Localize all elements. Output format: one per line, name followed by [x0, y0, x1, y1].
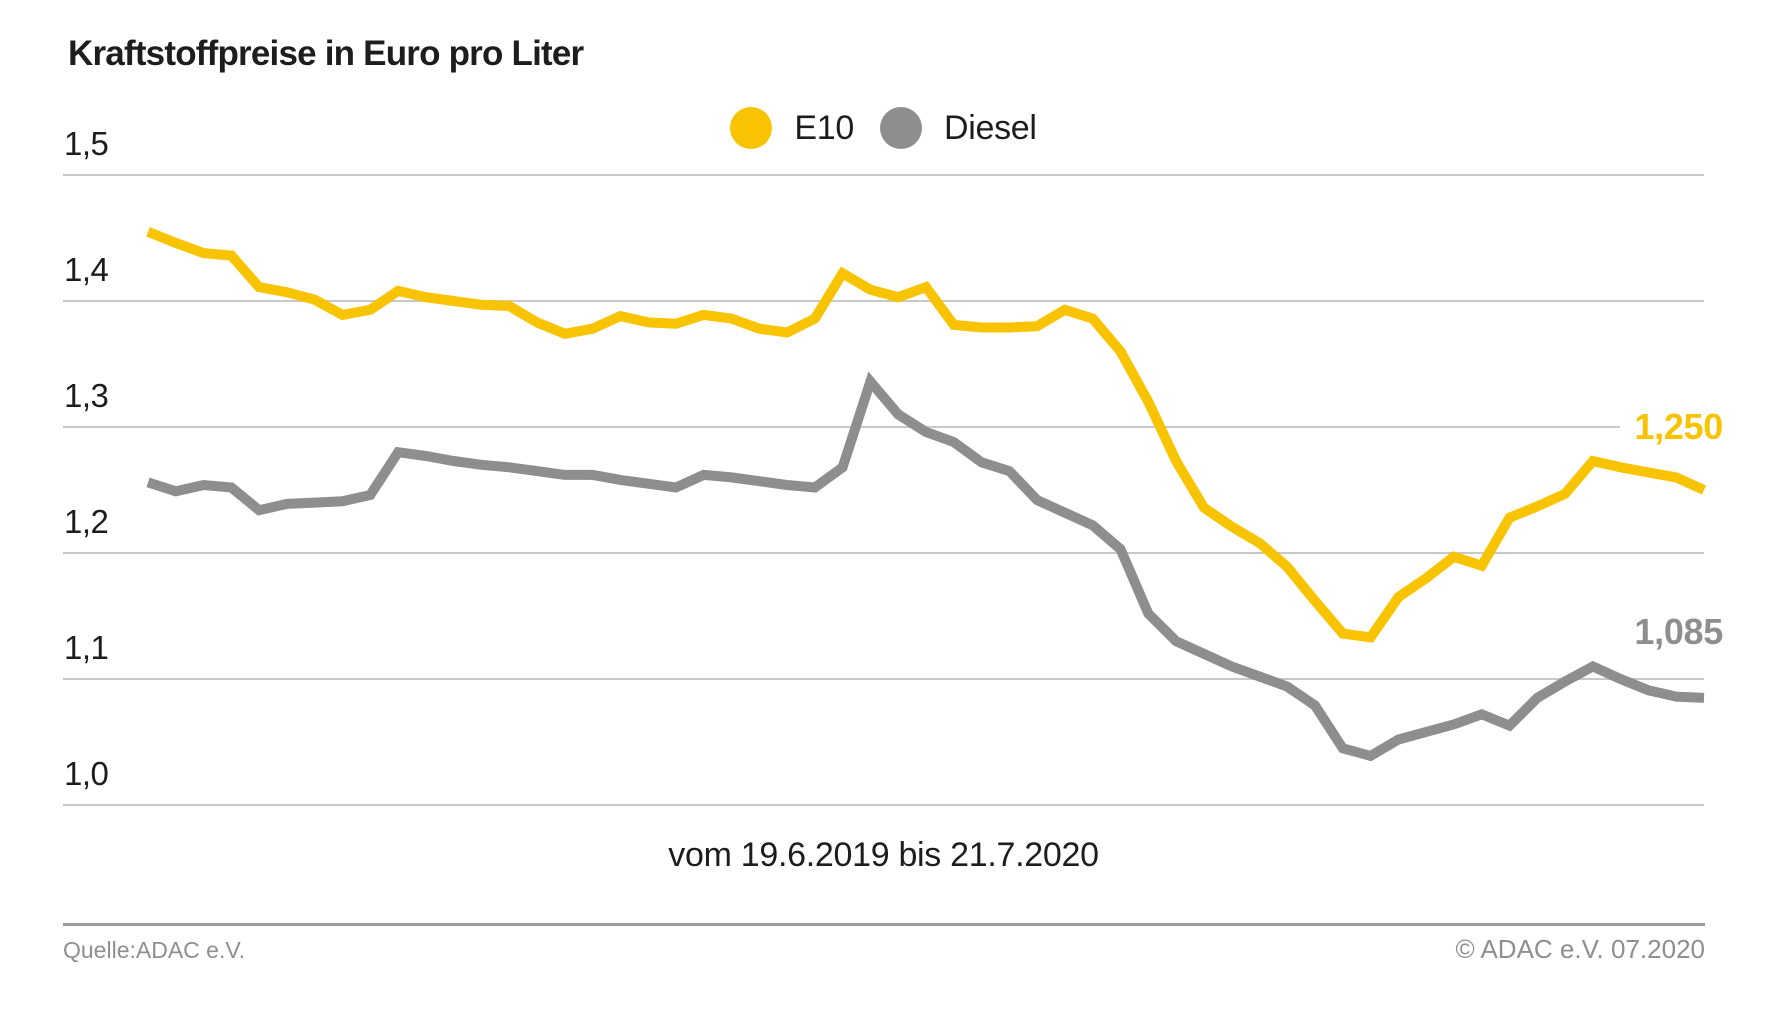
- legend-item-e10: E10: [730, 107, 854, 149]
- page-title: Kraftstoffpreise in Euro pro Liter: [68, 34, 584, 73]
- e10-price-line: [146, 227, 1707, 643]
- y-axis-tick-label: 1,5: [64, 125, 109, 162]
- e10-end-value-label: 1,250: [1634, 406, 1723, 447]
- diesel-price-line: [146, 371, 1705, 762]
- legend-item-diesel: Diesel: [879, 107, 1037, 149]
- legend-label-e10: E10: [794, 108, 854, 147]
- y-axis-tick-label: 1,0: [64, 755, 109, 792]
- source-note: Quelle:ADAC e.V.: [63, 937, 245, 963]
- diesel-end-value-label: 1,085: [1634, 611, 1723, 652]
- y-axis-tick-label: 1,3: [64, 377, 109, 414]
- y-axis-tick-label: 1,1: [64, 629, 109, 666]
- e10-color-dot-icon: [730, 107, 773, 149]
- copyright-note: © ADAC e.V. 07.2020: [1455, 934, 1705, 964]
- footer-divider: [63, 923, 1705, 926]
- legend: E10 Diesel: [63, 105, 1704, 151]
- legend-label-diesel: Diesel: [943, 108, 1037, 147]
- x-axis-caption: vom 19.6.2019 bis 21.7.2020: [668, 836, 1099, 874]
- diesel-color-dot-icon: [879, 107, 922, 149]
- y-axis-tick-label: 1,4: [64, 251, 109, 288]
- y-axis-tick-label: 1,2: [64, 503, 109, 540]
